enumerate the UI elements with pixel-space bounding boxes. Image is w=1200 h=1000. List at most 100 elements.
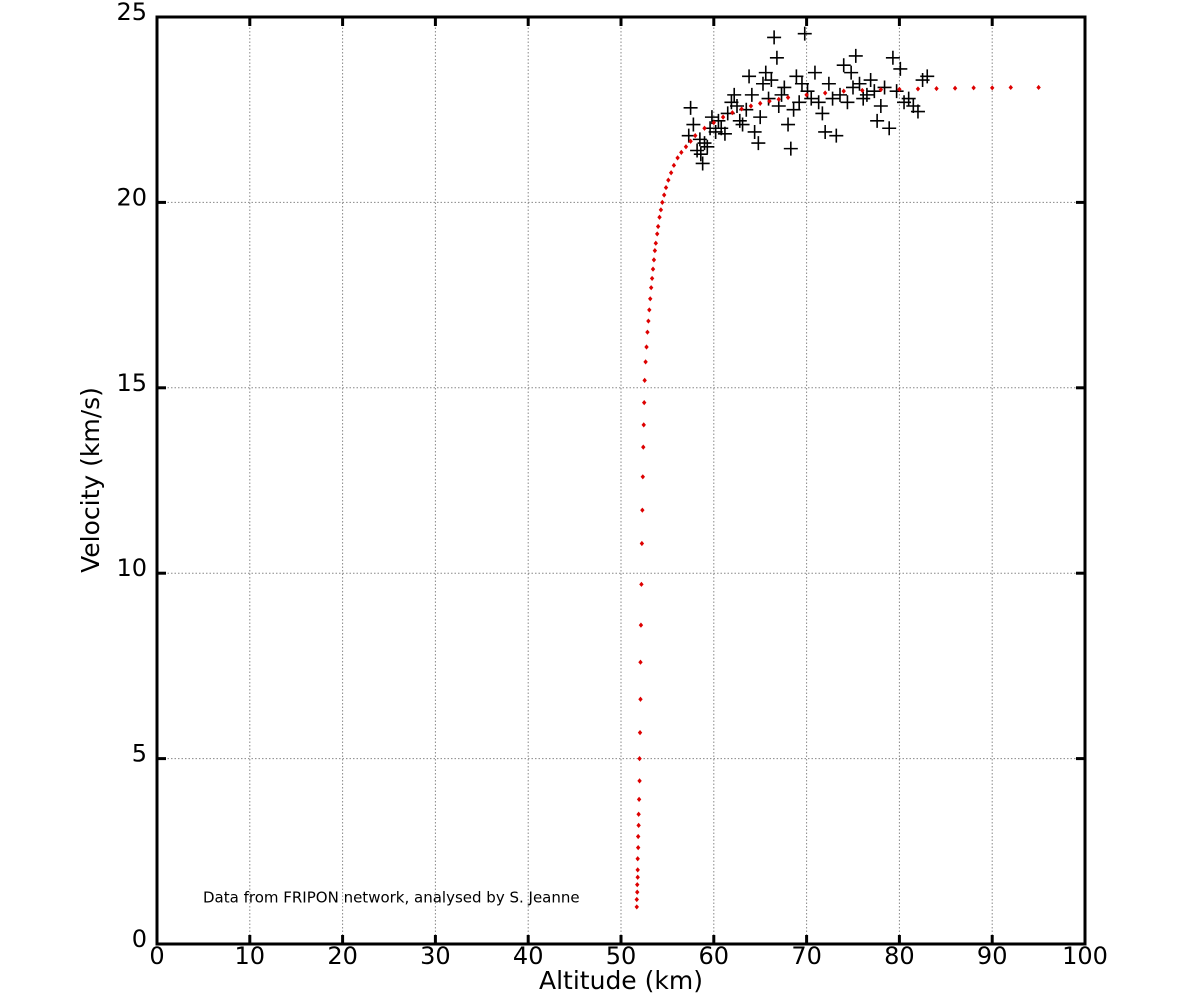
point: [758, 65, 773, 80]
point: [739, 106, 744, 112]
point: [651, 257, 657, 263]
point: [846, 80, 860, 95]
point: [639, 540, 645, 547]
point: [641, 444, 646, 450]
point: [643, 359, 648, 365]
point: [638, 622, 644, 628]
point: [789, 69, 804, 84]
point: [638, 659, 643, 665]
point: [915, 86, 921, 92]
point: [642, 377, 647, 383]
point: [804, 91, 819, 106]
point: [990, 85, 995, 91]
point: [818, 124, 833, 139]
point: [686, 117, 701, 132]
point: [717, 126, 732, 141]
point: [635, 882, 640, 888]
point: [848, 48, 863, 63]
point: [675, 155, 680, 161]
point: [657, 214, 662, 220]
point: [697, 136, 712, 151]
point: [821, 76, 836, 91]
y-tick-label: 5: [132, 740, 147, 768]
point: [889, 84, 904, 99]
point: [637, 756, 642, 762]
point: [863, 73, 878, 88]
point: [786, 102, 801, 117]
y-tick-label: 0: [132, 925, 147, 953]
point: [774, 87, 789, 102]
point: [704, 110, 719, 125]
point: [720, 114, 726, 120]
point: [753, 110, 768, 125]
point: [655, 223, 661, 230]
point: [742, 69, 757, 84]
point: [646, 318, 651, 324]
point: [649, 275, 655, 282]
point: [636, 822, 641, 828]
point: [873, 98, 888, 113]
point: [714, 121, 729, 136]
point: [635, 889, 640, 895]
point: [660, 199, 665, 205]
point: [897, 86, 902, 92]
y-axis-label: Velocity (km/s): [76, 387, 105, 573]
point: [730, 110, 735, 116]
point: [683, 144, 689, 150]
point: [641, 422, 646, 428]
point: [764, 73, 779, 88]
point: [637, 730, 643, 736]
point: [666, 177, 671, 183]
point: [679, 149, 684, 155]
point: [841, 88, 846, 94]
point: [668, 170, 674, 176]
point: [642, 400, 647, 406]
point: [636, 811, 641, 817]
y-tick-label: 25: [116, 0, 147, 26]
point: [661, 192, 667, 198]
point: [635, 856, 640, 862]
point: [776, 96, 781, 102]
point: [1008, 84, 1013, 91]
x-tick-label: 20: [327, 942, 358, 970]
point: [724, 95, 739, 110]
point: [635, 874, 640, 880]
y-tick-label: 10: [116, 554, 147, 582]
point: [910, 104, 925, 119]
point: [934, 85, 939, 92]
point: [652, 248, 658, 254]
point: [825, 91, 840, 106]
y-tick-label: 15: [116, 369, 147, 397]
point: [730, 98, 744, 113]
point: [702, 125, 707, 131]
point: [882, 121, 897, 136]
point: [638, 696, 643, 702]
x-tick-label: 40: [513, 942, 544, 970]
point: [658, 207, 664, 213]
point: [639, 581, 644, 587]
point: [777, 80, 792, 95]
point: [645, 329, 650, 335]
point: [792, 95, 807, 110]
point: [781, 117, 796, 132]
point: [761, 91, 776, 106]
x-tick-label: 90: [977, 942, 1008, 970]
x-axis-label: Altitude (km): [539, 966, 703, 995]
point: [635, 844, 641, 851]
point: [769, 50, 784, 65]
point: [804, 92, 809, 98]
point: [758, 100, 763, 106]
point: [807, 65, 822, 80]
point: [635, 833, 641, 840]
point: [654, 231, 660, 237]
point: [755, 76, 770, 91]
point: [836, 58, 851, 73]
point: [797, 26, 812, 41]
point: [867, 84, 882, 99]
x-tick-label: 10: [235, 942, 266, 970]
point: [840, 95, 855, 110]
point: [920, 69, 935, 84]
point: [785, 94, 791, 101]
point: [815, 106, 830, 121]
